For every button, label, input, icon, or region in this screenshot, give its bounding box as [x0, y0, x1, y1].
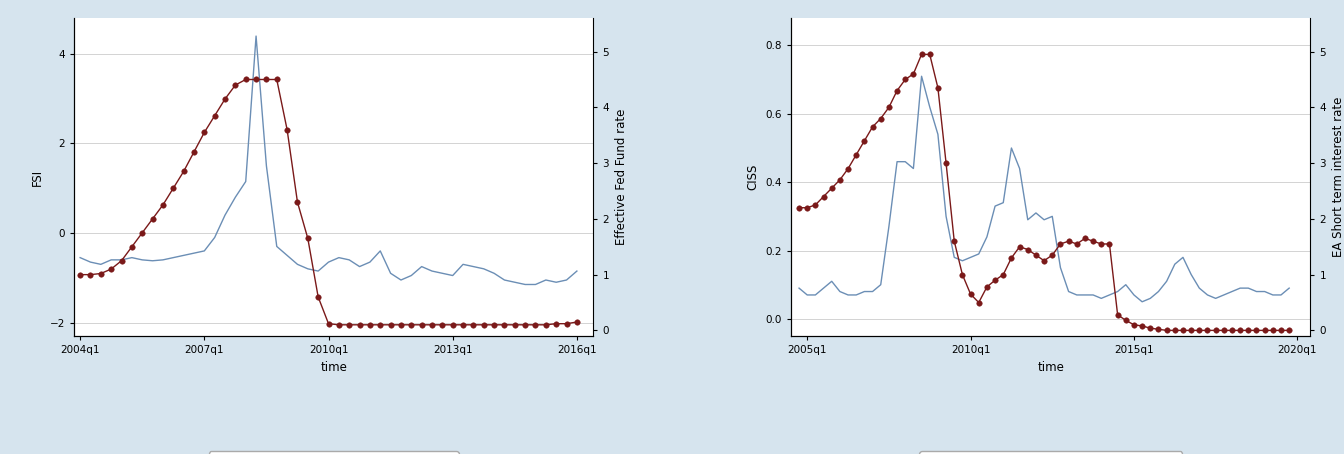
X-axis label: time: time — [1038, 360, 1064, 374]
Y-axis label: FSI: FSI — [31, 168, 44, 186]
Y-axis label: EA Short term interest rate: EA Short term interest rate — [1332, 97, 1344, 257]
Legend: CISS, Short term interest rate: CISS, Short term interest rate — [919, 451, 1181, 454]
Y-axis label: Effective Fed Fund rate: Effective Fed Fund rate — [614, 109, 628, 245]
X-axis label: time: time — [320, 360, 347, 374]
Y-axis label: CISS: CISS — [747, 164, 759, 190]
Legend: FSI, Effective Fed Fund rate: FSI, Effective Fed Fund rate — [208, 451, 458, 454]
